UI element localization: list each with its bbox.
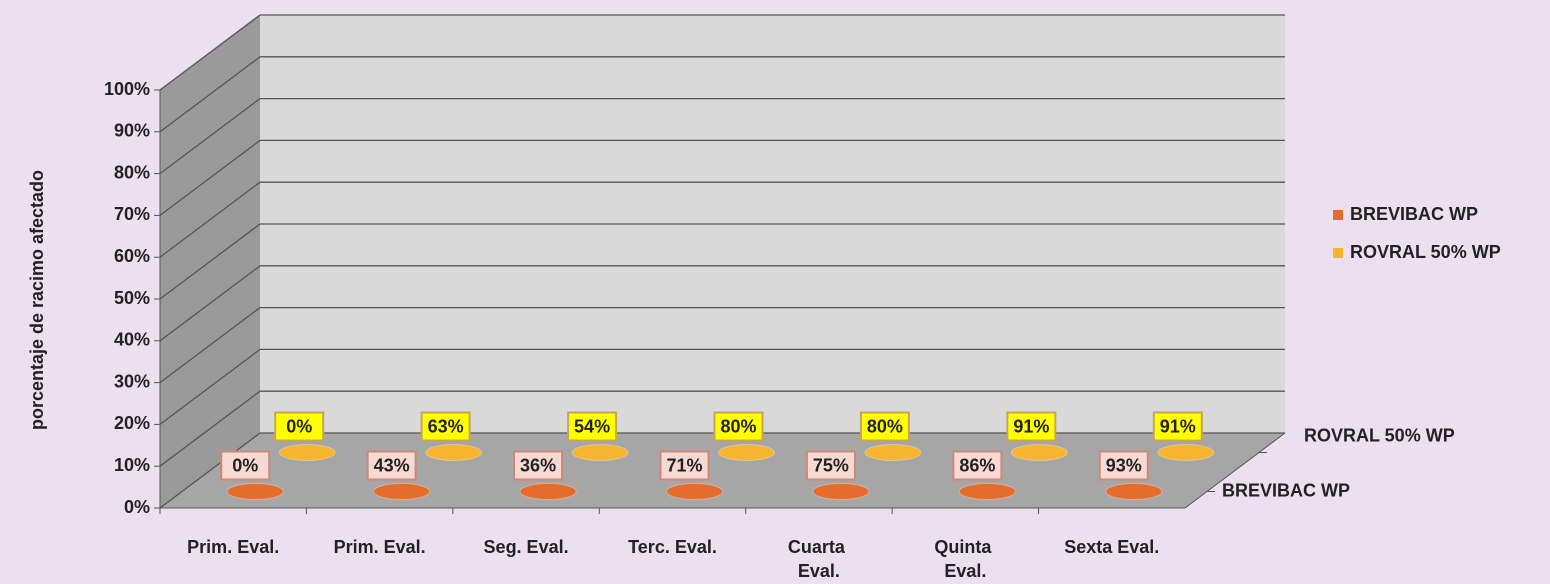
value-label: 71% bbox=[666, 455, 702, 475]
bar-top bbox=[958, 483, 1016, 500]
value-label: 91% bbox=[1013, 416, 1049, 436]
value-label: 75% bbox=[813, 455, 849, 475]
y-tick-label: 0% bbox=[124, 497, 150, 517]
bar-top bbox=[812, 483, 870, 500]
bar-top bbox=[425, 444, 483, 461]
y-tick-label: 10% bbox=[114, 455, 150, 475]
x-tick-label: Quinta Eval. bbox=[934, 537, 996, 581]
value-label-box bbox=[513, 450, 564, 481]
depth-label: ROVRAL 50% WP bbox=[1304, 425, 1455, 445]
bar bbox=[864, 444, 922, 461]
bar bbox=[1010, 444, 1068, 461]
value-label-box bbox=[713, 411, 764, 442]
depth-axis bbox=[1184, 432, 1286, 509]
value-label: 91% bbox=[1160, 416, 1196, 436]
y-tick-label: 70% bbox=[114, 204, 150, 224]
x-tick-label: Prim. Eval. bbox=[334, 537, 426, 557]
value-label: 0% bbox=[286, 416, 312, 436]
value-label: 63% bbox=[428, 416, 464, 436]
bar-top bbox=[1157, 444, 1215, 461]
grid-line bbox=[159, 139, 261, 216]
bar-top bbox=[718, 444, 775, 461]
x-tick-label: Sexta Eval. bbox=[1064, 537, 1159, 557]
value-label: 54% bbox=[574, 416, 610, 436]
bar bbox=[278, 444, 336, 461]
value-label-box bbox=[859, 411, 910, 442]
y-axis-title: porcentaje de racimo afectado bbox=[27, 170, 47, 430]
x-tick-label: Prim. Eval. bbox=[187, 537, 279, 557]
grid-line bbox=[159, 181, 261, 258]
bar-top bbox=[1010, 444, 1068, 461]
bar-top bbox=[571, 444, 629, 461]
y-tick-label: 100% bbox=[104, 79, 150, 99]
bar-top bbox=[666, 483, 723, 500]
legend-label: ROVRAL 50% WP bbox=[1350, 242, 1501, 262]
bar bbox=[718, 444, 775, 461]
y-tick-label: 20% bbox=[114, 413, 150, 433]
grid-line bbox=[159, 98, 261, 175]
x-tick-label: Seg. Eval. bbox=[484, 537, 569, 557]
value-label-box bbox=[366, 450, 417, 481]
depth-label: BREVIBAC WP bbox=[1222, 480, 1350, 500]
value-label: 0% bbox=[232, 455, 258, 475]
bar bbox=[425, 444, 483, 461]
bar bbox=[1105, 483, 1163, 500]
value-label-box bbox=[1006, 411, 1057, 442]
grid-line bbox=[159, 223, 261, 300]
value-label-box bbox=[420, 411, 471, 442]
grid-line bbox=[159, 56, 261, 133]
grid-line bbox=[159, 348, 261, 425]
bar bbox=[519, 483, 577, 500]
x-tick-label: Terc. Eval. bbox=[628, 537, 717, 557]
grid-line bbox=[159, 14, 261, 91]
bar bbox=[571, 444, 629, 461]
value-label-box bbox=[1098, 450, 1149, 481]
bar-top bbox=[1105, 483, 1163, 500]
y-tick-label: 40% bbox=[114, 330, 150, 350]
legend-swatch bbox=[1333, 248, 1343, 258]
value-label: 80% bbox=[867, 416, 903, 436]
value-label-box bbox=[220, 450, 271, 481]
value-label: 86% bbox=[959, 455, 995, 475]
y-tick-label: 50% bbox=[114, 288, 150, 308]
bar bbox=[958, 483, 1016, 500]
value-label: 93% bbox=[1106, 455, 1142, 475]
value-label: 36% bbox=[520, 455, 556, 475]
bar bbox=[373, 483, 431, 500]
bar bbox=[812, 483, 870, 500]
bar bbox=[666, 483, 723, 500]
bar-top bbox=[864, 444, 922, 461]
grid-line bbox=[159, 390, 261, 467]
value-label-box bbox=[805, 450, 856, 481]
y-tick-label: 60% bbox=[114, 246, 150, 266]
grid-line bbox=[159, 432, 261, 509]
bar-top bbox=[373, 483, 431, 500]
grid-line bbox=[159, 307, 261, 384]
bar-top bbox=[519, 483, 577, 500]
value-label-box bbox=[952, 450, 1003, 481]
bar bbox=[226, 483, 284, 500]
value-label-box bbox=[274, 411, 325, 442]
y-tick-label: 30% bbox=[114, 371, 150, 391]
bar bbox=[1157, 444, 1215, 461]
y-tick-label: 90% bbox=[114, 121, 150, 141]
value-label-box bbox=[659, 450, 710, 481]
legend-swatch bbox=[1333, 210, 1343, 220]
y-tick-label: 80% bbox=[114, 162, 150, 182]
value-label: 43% bbox=[374, 455, 410, 475]
value-label-box bbox=[1152, 411, 1203, 442]
bar-top bbox=[278, 444, 336, 461]
value-label: 80% bbox=[720, 416, 756, 436]
legend-label: BREVIBAC WP bbox=[1350, 204, 1478, 224]
bar-top bbox=[226, 483, 284, 500]
value-label-box bbox=[567, 411, 618, 442]
x-tick-label: Cuarta Eval. bbox=[788, 537, 850, 581]
grid-line bbox=[159, 265, 261, 342]
